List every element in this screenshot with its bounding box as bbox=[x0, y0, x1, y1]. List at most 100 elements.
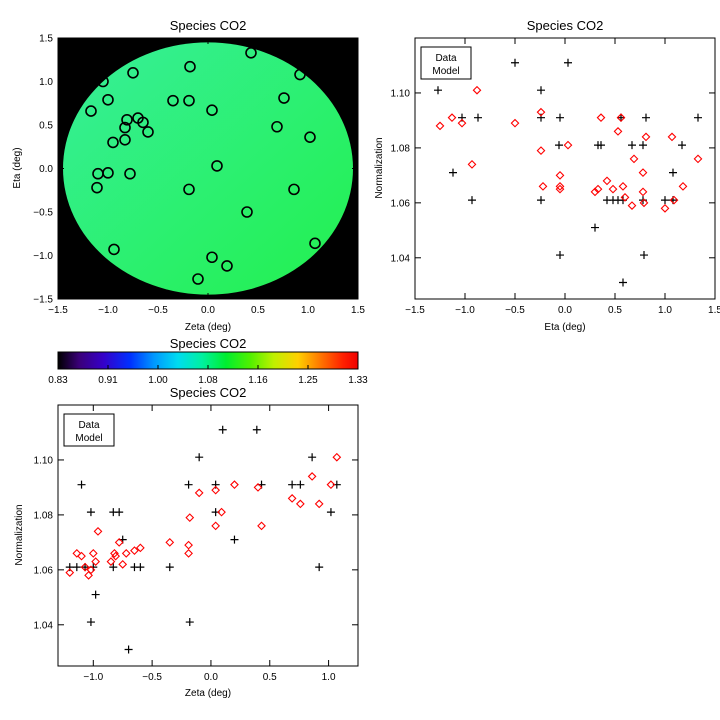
zeta-data-point-18 bbox=[195, 453, 204, 462]
map-xtick-label-6: 1.5 bbox=[351, 305, 365, 316]
map-source-marker-26 bbox=[288, 183, 300, 196]
zeta-model-point-3 bbox=[80, 562, 90, 572]
eta-model-point-0 bbox=[435, 121, 445, 131]
zeta-plot-frame bbox=[57, 404, 359, 667]
map-ytick-label-5: 1.0 bbox=[39, 77, 53, 88]
eta-data-point-11 bbox=[556, 251, 564, 260]
eta-data-point-5 bbox=[511, 58, 519, 67]
zeta-data-point-10 bbox=[115, 508, 124, 517]
map-source-marker-29 bbox=[108, 243, 120, 256]
zeta-data-point-17 bbox=[185, 618, 194, 627]
eta-data-point-13 bbox=[591, 223, 599, 232]
map-y-ticks: −1.5 −1.0 −0.5 0.0 0.5 1.0 1.5 bbox=[33, 34, 358, 306]
colorbar-panel: Species CO2 0.83 0.91 1.00 1.08 1.16 1.25 1.33 bbox=[48, 336, 368, 386]
eta-ytick-label-2: 1.08 bbox=[391, 143, 411, 154]
map-source-marker-2 bbox=[127, 67, 139, 79]
eta-x-ticks: −1.5 −1.0 −0.5 0.0 0.5 1.0 1.5 bbox=[405, 38, 720, 316]
zeta-xtick-label-3: 0.5 bbox=[263, 672, 277, 683]
eta-model-point-16 bbox=[602, 176, 612, 186]
zeta-data-point-28 bbox=[315, 563, 324, 572]
normalization-vs-eta-panel: −1.5 −1.0 −0.5 0.0 0.5 1.0 1.5 1.04 1.06 1.08 1.1… bbox=[374, 18, 720, 333]
map-ytick-label-3: 0.0 bbox=[39, 164, 53, 175]
eta-data-point-3 bbox=[468, 196, 476, 205]
map-title: Species CO2 bbox=[170, 18, 247, 33]
map-source-marker-13 bbox=[137, 116, 149, 129]
eta-model-point-26 bbox=[641, 132, 651, 142]
zeta-model-point-20 bbox=[185, 513, 195, 523]
map-source-marker-25 bbox=[183, 183, 195, 196]
map-source-marker-0 bbox=[245, 46, 257, 59]
map-source-marker-24 bbox=[91, 181, 103, 194]
map-source-marker-4 bbox=[97, 75, 109, 88]
zeta-model-point-17 bbox=[165, 537, 175, 547]
map-xtick-label-5: 1.0 bbox=[301, 305, 315, 316]
eta-model-point-29 bbox=[667, 132, 677, 142]
eta-model-point-9 bbox=[555, 170, 565, 180]
map-source-markers bbox=[85, 46, 321, 285]
eta-ytick-label-3: 1.10 bbox=[391, 88, 411, 99]
map-source-marker-23 bbox=[102, 167, 114, 179]
zeta-model-point-0 bbox=[65, 568, 75, 577]
eta-y-axis-label: Normalization bbox=[374, 137, 385, 198]
colorbar-ticks: 0.83 0.91 1.00 1.08 1.16 1.25 1.33 bbox=[48, 365, 368, 386]
zeta-data-points bbox=[65, 425, 341, 654]
zeta-model-point-32 bbox=[326, 480, 336, 490]
zeta-model-point-28 bbox=[287, 494, 297, 503]
eta-model-point-22 bbox=[627, 201, 637, 210]
eta-model-point-20 bbox=[618, 181, 628, 191]
zeta-model-point-24 bbox=[217, 507, 226, 517]
eta-data-point-23 bbox=[639, 141, 647, 150]
eta-data-point-6 bbox=[537, 86, 545, 95]
zeta-data-point-25 bbox=[288, 480, 297, 489]
zeta-model-point-22 bbox=[211, 485, 221, 495]
zeta-data-point-16 bbox=[184, 480, 193, 489]
map-x-axis-label: Zeta (deg) bbox=[185, 322, 231, 333]
eta-data-point-9 bbox=[555, 141, 563, 150]
eta-legend-box bbox=[420, 46, 472, 80]
eta-legend-model: Model bbox=[432, 66, 459, 77]
map-xtick-label-1: −1.0 bbox=[98, 305, 118, 316]
eta-model-point-31 bbox=[678, 181, 688, 191]
eta-data-point-27 bbox=[661, 196, 669, 205]
zeta-model-point-6 bbox=[88, 548, 98, 558]
zeta-model-point-2 bbox=[77, 551, 86, 561]
zeta-model-point-1 bbox=[72, 548, 82, 558]
zeta-y-axis-label: Normalization bbox=[14, 504, 25, 565]
zeta-data-point-14 bbox=[136, 563, 145, 572]
zeta-model-point-18 bbox=[184, 540, 193, 550]
zeta-model-point-33 bbox=[332, 452, 342, 462]
eta-data-point-25 bbox=[640, 251, 648, 260]
eta-model-point-15 bbox=[596, 113, 606, 123]
zeta-legend: Data Model bbox=[63, 413, 115, 447]
eta-xtick-label-5: 1.0 bbox=[658, 305, 672, 316]
eta-model-point-3 bbox=[467, 160, 477, 169]
eta-model-point-14 bbox=[593, 184, 603, 194]
map-ytick-label-6: 1.5 bbox=[39, 34, 53, 45]
zeta-data-point-22 bbox=[230, 535, 239, 544]
eta-model-points bbox=[435, 85, 703, 213]
map-source-marker-1 bbox=[184, 60, 196, 73]
eta-data-point-12 bbox=[564, 58, 572, 67]
zeta-ytick-label-3: 1.10 bbox=[34, 455, 54, 466]
map-ytick-label-4: 0.5 bbox=[39, 121, 53, 132]
eta-model-point-32 bbox=[693, 154, 703, 164]
map-source-marker-31 bbox=[221, 260, 233, 272]
map-source-marker-32 bbox=[192, 273, 204, 285]
zeta-model-point-9 bbox=[106, 557, 116, 566]
zeta-model-point-30 bbox=[307, 472, 317, 481]
zeta-model-point-19 bbox=[184, 548, 193, 558]
zeta-model-point-16 bbox=[135, 543, 145, 553]
zeta-xtick-label-2: 0.0 bbox=[204, 672, 218, 683]
colorbar-tick-label-2: 1.00 bbox=[148, 375, 168, 386]
map-source-marker-22 bbox=[124, 167, 136, 180]
map-source-marker-3 bbox=[294, 68, 306, 81]
map-source-marker-14 bbox=[119, 121, 131, 134]
eta-ytick-label-0: 1.04 bbox=[391, 253, 411, 264]
eta-model-point-13 bbox=[590, 187, 600, 197]
map-y-axis-label: Eta (deg) bbox=[12, 147, 23, 188]
eta-data-point-0 bbox=[434, 86, 442, 95]
eta-xtick-label-0: −1.5 bbox=[405, 305, 425, 316]
eta-model-point-17 bbox=[608, 184, 618, 194]
zeta-model-point-7 bbox=[91, 557, 101, 566]
